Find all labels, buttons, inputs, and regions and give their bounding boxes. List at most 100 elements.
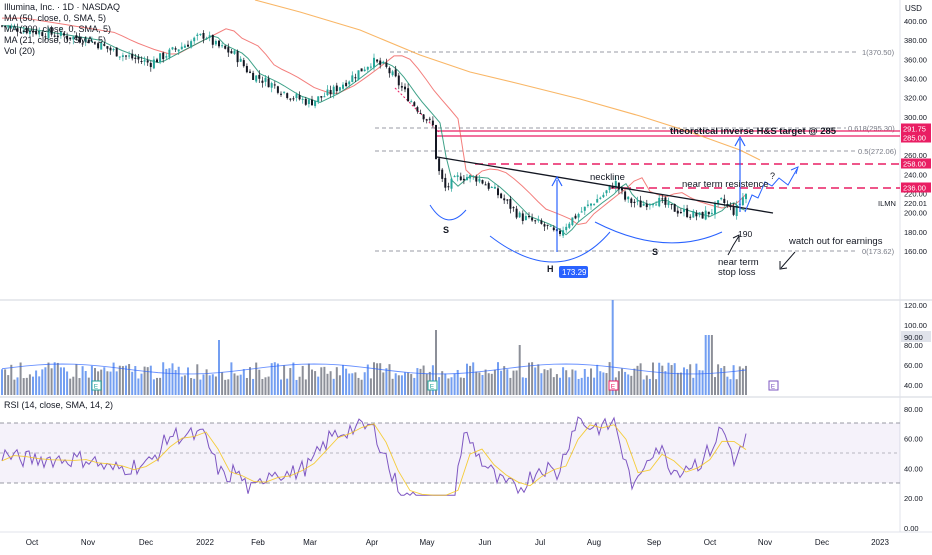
candle-body <box>692 210 695 218</box>
candle-body <box>602 194 605 198</box>
candle-body <box>683 209 685 212</box>
candle-body <box>149 62 152 68</box>
price-tick-label: 200.00 <box>904 209 927 218</box>
candle-body <box>351 75 354 82</box>
volume-bar <box>710 335 713 395</box>
price-tick-label: 400.00 <box>904 17 927 26</box>
candle-body <box>596 199 599 203</box>
candle-body <box>518 212 521 218</box>
candle-body <box>546 224 549 226</box>
volume-bar <box>658 362 661 395</box>
candle-body <box>422 114 425 120</box>
candle-body <box>611 185 614 189</box>
low-badge-text: 173.29 <box>562 268 587 277</box>
candle-body <box>630 198 633 204</box>
volume-bar <box>125 365 127 395</box>
volume-bar <box>81 366 84 395</box>
candle-body <box>22 30 25 33</box>
time-tick-label: Oct <box>704 538 717 547</box>
candle-body <box>413 102 416 106</box>
volume-bar <box>559 377 561 395</box>
volume-bar <box>400 375 403 395</box>
candle-body <box>621 188 623 191</box>
price-tick-label: 320.00 <box>904 94 927 103</box>
volume-bar <box>311 369 313 395</box>
candle-body <box>165 56 168 58</box>
earnings-marker <box>608 380 619 391</box>
legend-ma50: MA (50, close, 0, SMA, 5) <box>4 13 107 23</box>
volume-bar <box>518 345 521 395</box>
ma200-line <box>254 0 761 161</box>
candle-body <box>28 30 31 34</box>
volume-bar <box>506 369 509 395</box>
volume-bar <box>701 370 704 395</box>
time-tick-label: Feb <box>251 538 265 547</box>
volume-bar <box>22 378 25 395</box>
candle-body <box>459 176 462 181</box>
volume-bar <box>245 377 248 395</box>
candle-body <box>307 99 310 105</box>
candle-body <box>679 211 682 213</box>
volume-bar <box>273 362 276 395</box>
volume-bar <box>738 366 741 395</box>
time-tick-label: Dec <box>139 538 153 547</box>
volume-bar <box>673 363 676 395</box>
candle-body <box>78 37 81 43</box>
candle-body <box>642 203 645 206</box>
volume-bar <box>431 365 434 395</box>
volume-bar <box>608 362 611 395</box>
candle-body <box>317 96 320 102</box>
candle-body <box>695 212 698 217</box>
volume-bar <box>84 371 87 395</box>
rsi-line <box>1 416 747 496</box>
volume-bar <box>280 379 282 395</box>
volume-bar <box>679 372 682 395</box>
volume-bar <box>397 375 400 395</box>
candle-body <box>537 219 540 221</box>
candle-body <box>121 55 124 57</box>
candle-body <box>493 186 496 189</box>
candle-body <box>416 107 419 112</box>
candle-body <box>376 59 379 62</box>
candle-body <box>242 60 245 67</box>
volume-bar <box>546 370 549 395</box>
candle-body <box>568 223 571 228</box>
candle-body <box>342 84 344 89</box>
candle-body <box>137 57 140 60</box>
candle-body <box>63 33 65 36</box>
volume-bar <box>630 375 633 395</box>
candle-body <box>97 43 100 49</box>
candle-body <box>462 178 465 181</box>
volume-bar <box>435 330 437 395</box>
candle-body <box>314 100 317 107</box>
volume-bar <box>633 368 636 395</box>
candle-body <box>531 217 534 221</box>
candle-body <box>115 47 118 57</box>
volume-bar <box>636 365 639 395</box>
candle-body <box>38 31 41 35</box>
volume-bar <box>729 379 732 395</box>
candle-body <box>435 125 437 159</box>
candle-body <box>639 200 642 208</box>
candle-body <box>295 94 298 99</box>
volume-bar <box>596 364 599 395</box>
time-tick-label: Nov <box>758 538 772 547</box>
candle-body <box>509 198 512 209</box>
volume-bar <box>577 378 580 395</box>
volume-bar <box>503 366 506 395</box>
volume-bar <box>152 379 155 395</box>
candle-body <box>329 90 332 95</box>
candle-body <box>388 67 391 74</box>
candle-body <box>233 50 236 54</box>
candle-body <box>304 98 307 105</box>
candle-body <box>366 66 369 70</box>
volume-bar <box>258 369 261 395</box>
volume-bar <box>227 379 230 395</box>
price-tick-label: 240.00 <box>904 170 927 179</box>
volume-bar <box>462 377 465 395</box>
volume-bar <box>531 362 534 395</box>
time-tick-label: 2023 <box>871 538 889 547</box>
candle-body <box>311 99 313 106</box>
